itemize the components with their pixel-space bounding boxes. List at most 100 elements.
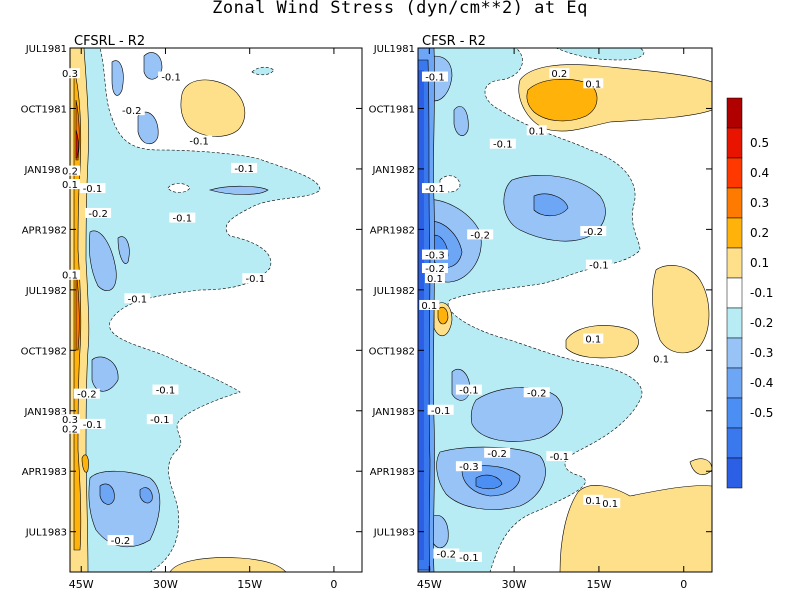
contour-label-bg (421, 249, 448, 260)
legend-swatch (726, 277, 743, 309)
contour-label-bg (526, 125, 547, 136)
y-tick-label: APR1982 (370, 225, 415, 236)
contour-label: 0.2 (551, 69, 567, 80)
contour-label: -0.1 (589, 261, 609, 272)
y-tick-label: JUL1983 (25, 528, 67, 539)
chart-title: Zonal Wind Stress (dyn/cm**2) at Eq (212, 0, 588, 18)
legend-swatch (726, 157, 743, 189)
panel-title: CFSR - R2 (422, 34, 486, 49)
legend-label: -0.4 (750, 376, 773, 390)
contour-label-bg (467, 229, 494, 240)
panel2-contour-fills (418, 48, 712, 572)
legend-swatch (726, 337, 743, 369)
legend-label: 0.3 (750, 196, 769, 210)
legend-swatch (726, 127, 743, 159)
contour-label-bg (583, 78, 604, 89)
legend-label: 0.1 (750, 256, 769, 270)
contour-label: -0.1 (246, 274, 266, 285)
y-tick-label: APR1983 (370, 467, 415, 478)
legend-swatch (726, 307, 743, 339)
contour-label: 0.1 (421, 301, 437, 312)
contour-label: 0.3 (62, 415, 78, 426)
contour-label: -0.1 (431, 406, 451, 417)
contour-label-bg (583, 333, 604, 344)
contour-label: -0.1 (425, 73, 445, 84)
contour-label-bg (489, 138, 516, 149)
contour-label: 0.1 (427, 274, 443, 285)
legend-swatch (726, 457, 743, 489)
contour-label-bg (73, 388, 100, 399)
contour-label: -0.2 (88, 209, 108, 220)
contour-label: -0.1 (459, 386, 479, 397)
contour-label-bg (60, 179, 80, 190)
x-tick-label: 30W (502, 578, 527, 591)
contour-label: -0.3 (425, 251, 445, 262)
legend-swatch (726, 367, 743, 399)
x-tick-label: 15W (586, 578, 611, 591)
contour-label: 0.1 (585, 335, 601, 346)
contour-label: 0.2 (62, 167, 78, 178)
y-tick-label: JAN1982 (23, 165, 67, 176)
contour-label-bg (424, 273, 445, 284)
legend-swatch (726, 397, 743, 429)
contour-label: -0.2 (425, 264, 445, 275)
contour-label: 0.1 (653, 355, 669, 366)
contour-label: -0.1 (128, 294, 148, 305)
contour-label-bg (455, 461, 482, 472)
contour-label-bg (158, 71, 185, 82)
contour-label: -0.1 (189, 136, 209, 147)
y-tick-label: JAN1982 (371, 165, 415, 176)
contour-label-bg (60, 414, 80, 425)
contour-label: -0.2 (122, 106, 142, 117)
contour-label: 0.2 (62, 425, 78, 436)
contour-label-bg (60, 68, 80, 79)
contour-label: -0.1 (234, 164, 254, 175)
contour-label: 0.1 (62, 180, 78, 191)
contour-label-bg (231, 162, 258, 173)
x-tick-label: 0 (330, 578, 337, 591)
contour-label: -0.1 (173, 214, 193, 225)
contour-label: 0.1 (602, 499, 618, 510)
legend-label: -0.2 (750, 316, 773, 330)
x-tick-label: 45W (69, 578, 94, 591)
legend-label: 0.2 (750, 226, 769, 240)
contour-label: -0.1 (550, 452, 570, 463)
y-tick-label: APR1983 (22, 467, 67, 478)
contour-label-bg (169, 212, 196, 223)
panel1-frame (69, 47, 363, 573)
contour-label-bg (186, 135, 213, 146)
contour-label: -0.2 (584, 227, 604, 238)
legend-swatch (726, 97, 743, 129)
contour-label-bg (549, 68, 570, 79)
legend-swatch (726, 217, 743, 249)
contour-label-bg (107, 535, 134, 546)
legend-label: 0.5 (750, 136, 769, 150)
contour-label: -0.3 (459, 462, 479, 473)
legend-swatch (726, 187, 743, 219)
y-tick-label: JUL1981 (25, 44, 67, 55)
contour-label-bg (421, 263, 448, 274)
contour-label: 0.1 (585, 79, 601, 90)
x-tick-label: 0 (680, 578, 687, 591)
y-tick-label: JUL1983 (373, 528, 415, 539)
contour-label-bg (455, 384, 482, 395)
contour-label-bg (585, 259, 612, 270)
x-tick-label: 30W (153, 578, 178, 591)
contour-label-bg (118, 105, 145, 116)
contour-label: -0.2 (77, 390, 97, 401)
contour-label-bg (79, 418, 106, 429)
contour-label-bg (523, 387, 550, 398)
contour-label-bg (419, 299, 440, 310)
contour-label-bg (583, 494, 604, 505)
panel1-contour-fills (70, 48, 321, 572)
contour-label-bg (580, 226, 607, 237)
y-tick-label: JAN1983 (23, 407, 67, 418)
legend-label: -0.3 (750, 346, 773, 360)
contour-label-bg (421, 71, 448, 82)
contour-label-bg (242, 273, 269, 284)
legend-label: -0.5 (750, 406, 773, 420)
x-tick-label: 15W (237, 578, 262, 591)
contour-label: -0.1 (161, 73, 181, 84)
